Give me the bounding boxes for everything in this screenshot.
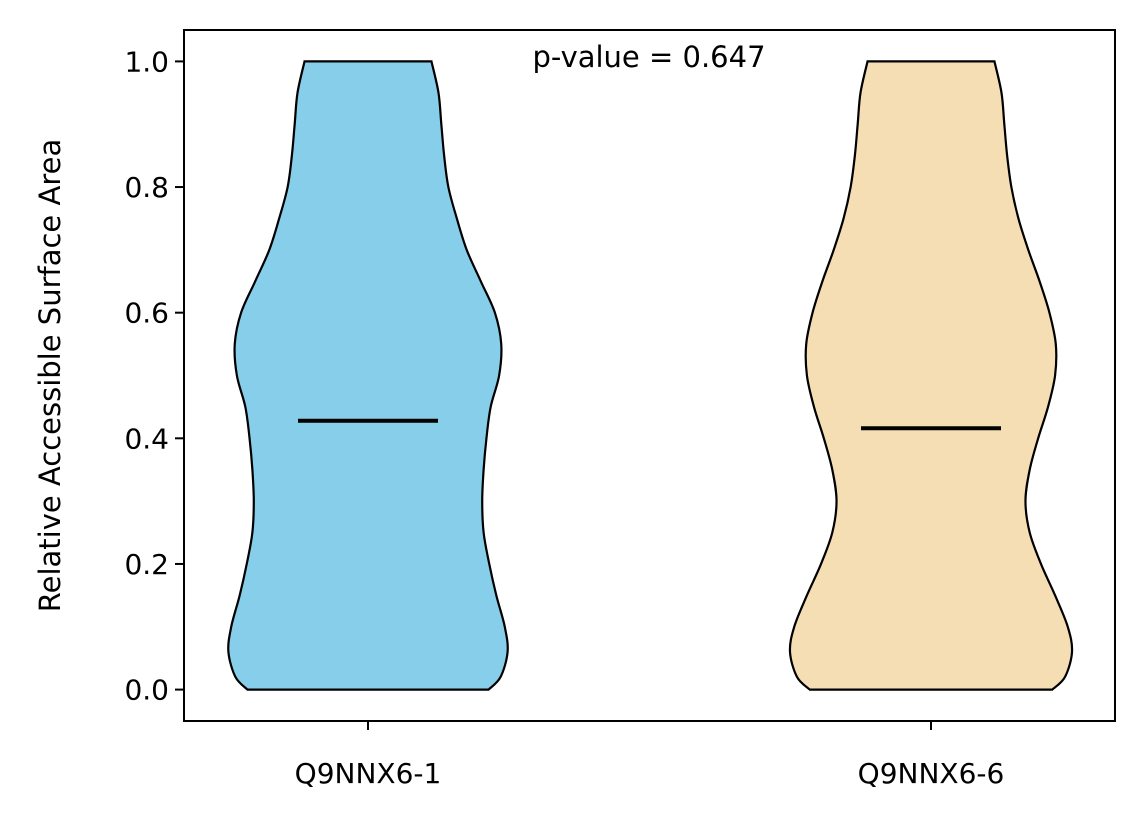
y-tick-label: 0.2 [124,548,169,581]
y-axis-label: Relative Accessible Surface Area [33,139,67,612]
y-tick-label: 0.6 [124,297,169,330]
x-tick-label: Q9NNX6-6 [858,757,1005,790]
y-ticks: 0.0 0.2 0.4 0.6 0.8 1.0 [124,45,184,707]
plot-frame [183,29,1116,722]
violin-Q9NNX6-1 [227,60,509,691]
y-tick-label: 0.8 [124,171,169,204]
y-tick-label: 0.4 [124,422,169,455]
violins-layer [227,60,1074,691]
x-ticks: Q9NNX6-1 Q9NNX6-6 [295,721,1005,790]
medians-layer [298,418,1001,431]
p-value-annotation: p-value = 0.647 [532,40,765,74]
y-tick-label: 0.0 [124,674,169,707]
y-tick-label: 1.0 [124,45,169,78]
violin-Q9NNX6-6 [788,60,1074,691]
x-tick-label: Q9NNX6-1 [295,757,442,790]
